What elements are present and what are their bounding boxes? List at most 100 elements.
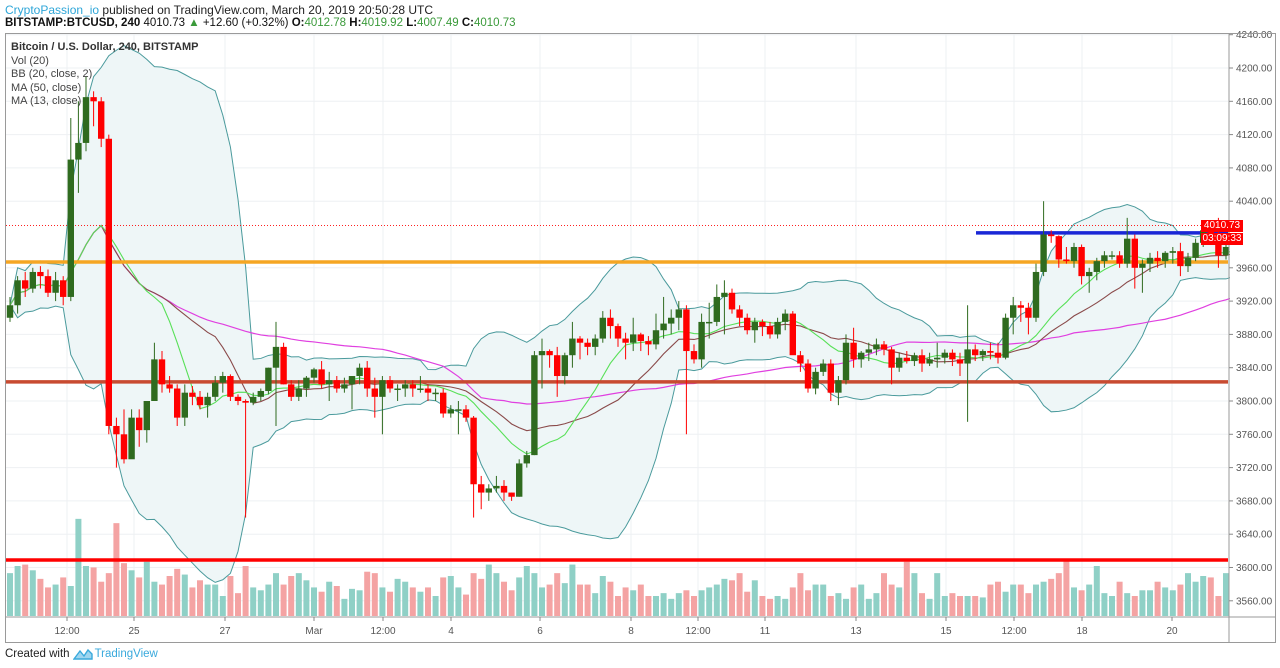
legend-ma13[interactable]: MA (13, close) — [11, 95, 82, 107]
candle-body — [721, 292, 728, 297]
x-tick-label: 12:00 — [370, 626, 395, 637]
candle-body — [713, 296, 720, 322]
volume-bar — [387, 591, 393, 616]
candle-body — [1131, 238, 1138, 268]
candle-body — [6, 305, 14, 318]
candle-body — [865, 349, 872, 353]
volume-bar — [394, 578, 401, 616]
x-tick-label: 15 — [940, 626, 952, 637]
volume-bar — [22, 564, 29, 616]
candle-body — [128, 417, 135, 460]
x-tick-label: 18 — [1076, 626, 1088, 637]
candle-body — [1116, 255, 1123, 264]
y-tick-label: 3800.00 — [1236, 397, 1273, 408]
published-text: published on TradingView.com, March 20, … — [99, 3, 434, 17]
y-tick-label: 3600.00 — [1236, 563, 1273, 574]
candle-body — [470, 417, 477, 485]
volume-bar — [280, 584, 287, 616]
volume-bar — [1169, 590, 1176, 616]
y-tick-label: 3560.00 — [1236, 596, 1273, 607]
candle-body — [728, 292, 736, 310]
volume-bar — [409, 587, 416, 616]
volume-bar — [113, 523, 120, 616]
volume-bar — [706, 587, 713, 616]
legend-volume[interactable]: Vol (20) — [11, 54, 49, 67]
candle-body — [903, 357, 910, 362]
volume-bar — [615, 596, 621, 616]
volume-bar — [121, 563, 127, 616]
volume-bar — [1116, 581, 1123, 616]
volume-bar — [219, 596, 226, 616]
candle-body — [272, 346, 280, 368]
candle-body — [941, 352, 948, 358]
volume-bar — [1048, 578, 1055, 616]
volume-bar — [592, 593, 599, 616]
y-tick-label: 3920.00 — [1236, 297, 1273, 308]
x-tick-label: 6 — [537, 626, 543, 637]
x-tick-label: 4 — [448, 626, 454, 637]
volume-bar — [1033, 584, 1039, 616]
candle-body — [1010, 305, 1017, 318]
candle-body — [386, 380, 394, 389]
x-tick-label: 20 — [1166, 626, 1178, 637]
legend-bollinger[interactable]: BB (20, close, 2) — [11, 68, 93, 80]
volume-bar — [197, 580, 203, 616]
candle-body — [645, 341, 652, 345]
volume-bar — [797, 573, 804, 616]
volume-bar — [1192, 581, 1199, 616]
candle-body — [994, 352, 1002, 358]
candle-body — [1139, 263, 1146, 268]
volume-bar — [485, 564, 492, 616]
volume-bar — [341, 598, 348, 616]
y-tick-label: 3720.00 — [1236, 463, 1273, 474]
volume-bar — [941, 596, 948, 616]
close-label: C: — [461, 17, 474, 29]
candle-body — [67, 159, 74, 297]
volume-bar — [204, 584, 211, 616]
volume-bar — [60, 577, 67, 616]
candle-body — [736, 309, 743, 318]
volume-bar — [326, 581, 333, 616]
legend-ma50[interactable]: MA (50, close) — [11, 81, 82, 94]
volume-bar — [402, 581, 409, 616]
volume-bar — [1124, 593, 1131, 616]
candle-body — [288, 384, 295, 397]
tradingview-brand[interactable]: TradingView — [72, 648, 158, 660]
candle-body — [402, 384, 409, 389]
candle-body — [979, 351, 986, 356]
bollinger-band-fill — [10, 45, 1257, 583]
volume-bar — [926, 598, 933, 616]
candle-body — [500, 485, 508, 493]
volume-bar — [721, 578, 728, 616]
candle-body — [341, 384, 348, 389]
volume-bar — [630, 590, 637, 616]
volume-bar — [987, 584, 994, 616]
price-axis-bg — [1230, 34, 1275, 616]
volume-bar — [288, 576, 295, 616]
volume-bar — [52, 584, 59, 616]
candle-body — [462, 409, 470, 418]
x-tick-label: 27 — [219, 626, 231, 637]
author-link[interactable]: CryptoPassion_io — [5, 3, 100, 17]
footer: Created with TradingView — [5, 648, 158, 660]
volume-bar — [896, 587, 903, 616]
x-tick-label: Mar — [305, 626, 323, 637]
y-tick-label: 4120.00 — [1236, 130, 1273, 141]
price-change: +12.60 (+0.32%) — [202, 17, 289, 29]
volume-bar — [235, 593, 241, 616]
candle-body — [212, 382, 219, 397]
candle-body — [22, 280, 29, 289]
candle-body — [660, 323, 667, 331]
candle-body — [98, 101, 105, 139]
candle-body — [1101, 255, 1108, 262]
candle-body — [1078, 246, 1085, 277]
candle-body — [1154, 257, 1161, 262]
y-tick-label: 3640.00 — [1236, 530, 1273, 541]
candle-body — [120, 434, 128, 460]
volume-bar — [653, 596, 659, 616]
candle-body — [782, 313, 789, 322]
candle-body — [926, 359, 933, 364]
candle-body — [379, 380, 386, 397]
candle-body — [356, 367, 363, 377]
